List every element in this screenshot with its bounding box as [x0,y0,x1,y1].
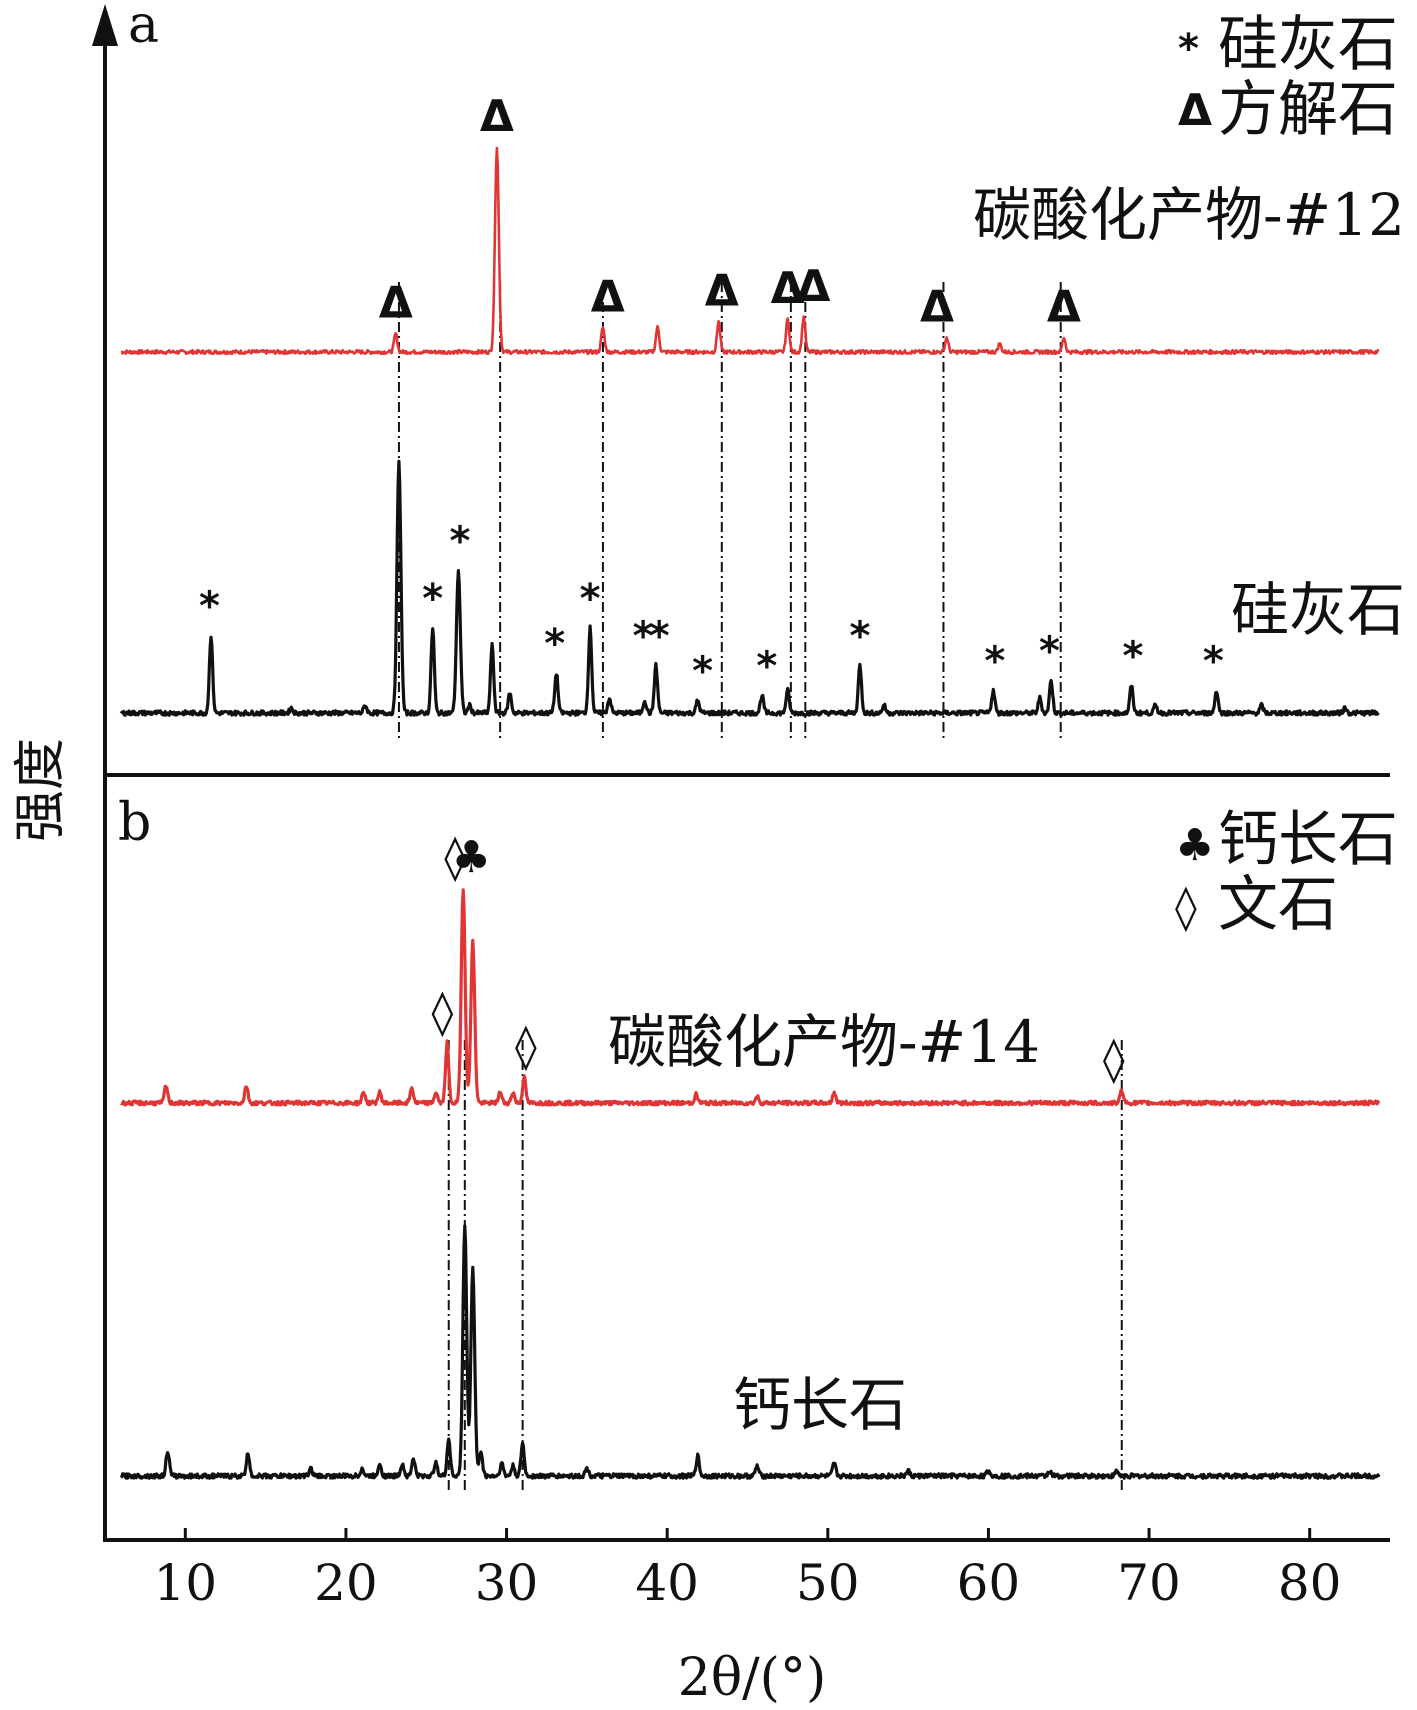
wollastonite-marker: * [984,639,1005,685]
wollastonite-marker: * [1039,629,1060,675]
wollastonite-marker: * [199,584,220,630]
calcite-marker: Δ [796,261,830,312]
trace-钙长石 [119,1224,1381,1480]
peak-markers: ΔΔΔ Δ ΔΔ Δ Δ* ******* *** * * *◊♣◊◊ ◊ [199,91,1224,1085]
wollastonite-marker: * [1123,634,1144,680]
calcite-marker: Δ [480,91,514,142]
wollastonite-marker: * [544,621,565,667]
series-label-wollastonite: 硅灰石 [1231,576,1405,644]
x-tick-label: 10 [154,1554,218,1612]
wollastonite-marker: * [1203,639,1224,685]
wollastonite-marker: * [756,644,777,690]
x-tick-label: 30 [475,1554,539,1612]
wollastonite-marker: * [849,614,870,660]
wollastonite-marker: * [692,649,713,695]
y-axis-arrow-icon [92,4,118,46]
series-label-product-14: 碳酸化产物-#14 [608,1008,1040,1076]
legend-b-text-1: 钙长石 [1218,805,1398,875]
trace-碳酸化产物-#14 [120,888,1381,1107]
calcite-marker: Δ [379,278,413,329]
legend-b-symbol-1: ♣ [1175,820,1214,871]
x-tick-label: 70 [1117,1554,1181,1612]
calcite-marker: Δ [705,265,739,316]
x-ticks: 10 20 30 40 50 60 70 80 [154,1528,1342,1612]
legend-a-symbol-1: * [1178,26,1199,72]
wollastonite-marker: * [450,519,471,565]
reference-lines [397,282,1123,1490]
calcite-marker: Δ [591,271,625,322]
legend-a-text-1: 硅灰石 [1218,10,1398,80]
series-label-anorthite: 钙长石 [733,1371,907,1439]
x-tick-label: 80 [1278,1554,1342,1612]
wollastonite-marker: * [422,576,443,622]
legend-a-text-2: 方解石 [1218,75,1398,145]
aragonite-marker: ◊ [431,987,453,1038]
calcite-marker: Δ [1047,282,1081,333]
wollastonite-marker: * [633,614,654,660]
x-tick-label: 60 [957,1554,1021,1612]
x-axis-title: 2θ/(°) [678,1648,826,1708]
aragonite-marker: ◊ [444,832,466,883]
panel-a-letter: a [128,0,159,55]
legend-b-text-2: 文石 [1218,870,1338,940]
panel-b-letter: b [118,793,151,853]
anorthite-marker: ♣ [451,832,490,883]
traces [119,146,1381,1480]
series-label-product-12: 碳酸化产物-#12 [973,181,1405,249]
x-tick-label: 40 [635,1554,699,1612]
trace-硅灰石 [119,459,1380,717]
x-tick-label: 20 [314,1554,378,1612]
wollastonite-marker: * [649,614,670,660]
legend-b-symbol-2: ◊ [1175,882,1197,933]
y-axis-title: 强度 [11,738,71,842]
aragonite-marker: ◊ [515,1021,537,1072]
trace-碳酸化产物-#12 [120,146,1380,356]
calcite-marker: Δ [771,263,805,314]
wollastonite-marker: * [580,576,601,622]
calcite-marker: Δ [920,282,954,333]
legend-a-symbol-2: Δ [1178,85,1212,136]
aragonite-marker: ◊ [1103,1034,1125,1085]
x-tick-label: 50 [796,1554,860,1612]
